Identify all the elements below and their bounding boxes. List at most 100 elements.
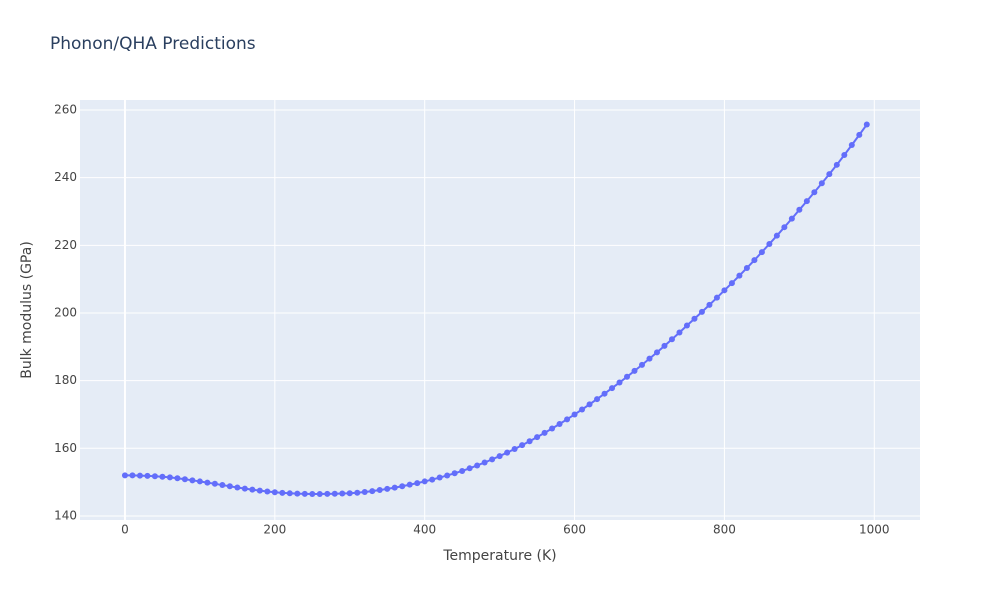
- plot-area: [80, 100, 920, 520]
- point: [556, 420, 563, 427]
- point: [511, 445, 518, 452]
- point: [249, 486, 256, 493]
- point: [736, 272, 743, 279]
- point: [534, 434, 541, 441]
- point: [369, 488, 376, 495]
- point: [728, 280, 735, 287]
- point: [301, 490, 308, 497]
- point: [354, 489, 361, 496]
- point: [331, 490, 338, 497]
- point: [653, 349, 660, 356]
- point: [376, 487, 383, 494]
- point: [638, 361, 645, 368]
- point: [361, 488, 368, 495]
- y-tick-label: 220: [54, 238, 77, 252]
- point: [646, 355, 653, 362]
- point: [399, 483, 406, 490]
- point: [204, 479, 211, 486]
- x-tick-label: 600: [563, 523, 586, 537]
- point: [743, 264, 750, 271]
- point: [309, 490, 316, 497]
- point: [436, 474, 443, 481]
- point: [466, 465, 473, 472]
- point: [624, 373, 631, 380]
- point: [339, 490, 346, 497]
- point: [571, 411, 578, 418]
- y-axis-label: Bulk modulus (GPa): [19, 241, 35, 379]
- y-tick-label: 260: [54, 103, 77, 117]
- point: [129, 472, 136, 479]
- point: [631, 367, 638, 374]
- point: [833, 161, 840, 168]
- point: [279, 489, 286, 496]
- point: [788, 215, 795, 222]
- y-tick-label: 200: [54, 305, 77, 319]
- point: [826, 171, 833, 178]
- point: [174, 475, 181, 482]
- x-tick-label: 1000: [859, 523, 890, 537]
- point: [758, 249, 765, 256]
- point: [459, 467, 466, 474]
- point: [781, 224, 788, 231]
- point: [481, 459, 488, 466]
- point: [444, 472, 451, 479]
- chart-title: Phonon/QHA Predictions: [50, 34, 256, 54]
- point: [564, 416, 571, 423]
- point: [863, 121, 870, 128]
- point: [166, 474, 173, 481]
- line: [124, 123, 868, 495]
- x-axis-label: Temperature (K): [442, 548, 556, 564]
- point: [594, 396, 601, 403]
- point: [264, 488, 271, 495]
- point: [811, 189, 818, 196]
- point: [496, 453, 503, 460]
- point: [211, 480, 218, 487]
- point: [549, 425, 556, 432]
- point: [841, 152, 848, 159]
- point: [121, 472, 128, 479]
- x-tick-label: 400: [413, 523, 436, 537]
- point: [691, 315, 698, 322]
- point: [189, 477, 196, 484]
- y-tick-label: 240: [54, 170, 77, 184]
- point: [489, 456, 496, 463]
- x-tick-label: 200: [263, 523, 286, 537]
- point: [616, 379, 623, 386]
- point: [391, 484, 398, 491]
- point: [721, 287, 728, 294]
- point: [346, 490, 353, 497]
- point: [286, 490, 293, 497]
- point: [579, 406, 586, 413]
- point: [504, 449, 511, 456]
- point: [271, 489, 278, 496]
- point: [219, 482, 226, 489]
- point: [668, 336, 675, 343]
- point: [609, 385, 616, 392]
- point: [698, 308, 705, 315]
- point: [421, 478, 428, 485]
- point: [519, 442, 526, 449]
- y-tick-label: 180: [54, 373, 77, 387]
- point: [751, 257, 758, 264]
- point: [818, 180, 825, 187]
- point: [601, 390, 608, 397]
- point: [414, 480, 421, 487]
- point: [226, 483, 233, 490]
- point: [856, 131, 863, 138]
- point: [144, 472, 151, 479]
- point: [256, 487, 263, 494]
- y-tick-label: 160: [54, 441, 77, 455]
- point: [773, 232, 780, 239]
- point: [384, 485, 391, 492]
- point: [848, 142, 855, 149]
- point: [181, 476, 188, 483]
- point: [586, 401, 593, 408]
- point: [196, 478, 203, 485]
- point: [234, 484, 241, 491]
- y-tick-label: 140: [54, 508, 77, 522]
- point: [713, 294, 720, 301]
- point: [316, 490, 323, 497]
- point: [159, 473, 166, 480]
- point: [451, 470, 458, 477]
- point: [766, 240, 773, 247]
